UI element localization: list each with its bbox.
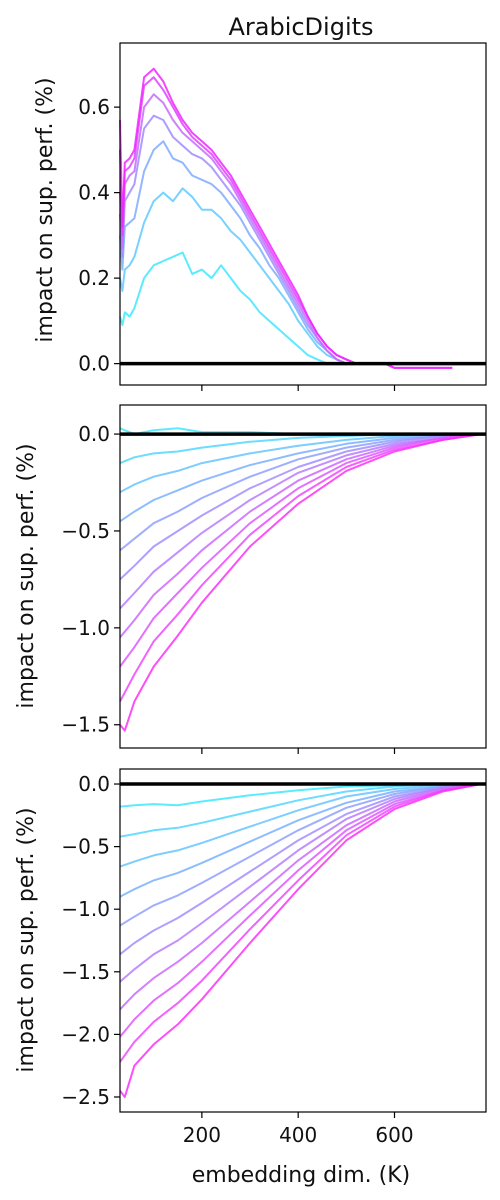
series-line-6 xyxy=(119,67,453,369)
y-tick-label: −0.5 xyxy=(61,835,110,859)
y-tick-label: 0.4 xyxy=(78,181,110,205)
panel-top: 0.0 0.2 0.4 0.6 impact on sup. perf. (%) xyxy=(33,42,487,391)
series-line-10 xyxy=(119,433,482,732)
series-line-10 xyxy=(119,783,482,1098)
series-line-5 xyxy=(119,76,453,369)
y-tick-label: 0.0 xyxy=(78,772,110,796)
y-axis-label: impact on sup. perf. (%) xyxy=(14,443,39,708)
y-tick-label: −2.0 xyxy=(61,1022,110,1046)
series-line-2 xyxy=(119,783,482,868)
series-line-7 xyxy=(119,433,482,639)
series-line-3 xyxy=(119,433,482,523)
series-line-9 xyxy=(119,783,482,1063)
series-line-8 xyxy=(119,433,482,668)
y-tick-label: −2.5 xyxy=(61,1085,110,1109)
y-tick-label: −1.0 xyxy=(61,897,110,921)
series-line-6 xyxy=(119,783,482,983)
y-tick-label: −1.5 xyxy=(61,960,110,984)
plot-frame xyxy=(119,768,487,1113)
y-axis-label: impact on sup. perf. (%) xyxy=(14,807,39,1072)
series-line-4 xyxy=(119,433,482,552)
series-line-7 xyxy=(119,783,482,1011)
series-line-0 xyxy=(119,251,385,365)
plot-frame xyxy=(119,42,487,386)
series-line-5 xyxy=(119,783,482,956)
x-tick-label: 400 xyxy=(279,1123,317,1147)
x-axis-label: embedding dim. (K) xyxy=(192,1163,411,1188)
y-tick-label: −0.5 xyxy=(61,519,110,543)
series-line-9 xyxy=(119,433,482,702)
panel-middle: 0.0 −0.5 −1.0 −1.5 impact on sup. perf. (%) xyxy=(14,404,487,754)
series-line-2 xyxy=(119,140,385,365)
y-tick-label: −1.0 xyxy=(61,616,110,640)
chart-title: ArabicDigits xyxy=(228,13,373,41)
series-line-4 xyxy=(119,783,482,927)
plot-frame xyxy=(119,404,487,749)
x-tick-label: 200 xyxy=(183,1123,221,1147)
series-line-4 xyxy=(119,93,385,365)
panel-bottom: 0.0 −0.5 −1.0 −1.5 −2.0 −2.5 200 400 600 impact o… xyxy=(14,768,487,1147)
series-line-5 xyxy=(119,433,482,581)
series-line-8 xyxy=(119,783,482,1038)
series-line-6 xyxy=(119,433,482,610)
y-tick-label: 0.0 xyxy=(78,422,110,446)
series-line-3 xyxy=(119,783,482,898)
y-axis-label: impact on sup. perf. (%) xyxy=(33,77,58,342)
y-tick-label: −1.5 xyxy=(61,713,110,737)
y-tick-label: 0.6 xyxy=(78,95,110,119)
y-tick-label: 0.2 xyxy=(78,266,110,290)
y-tick-label: 0.0 xyxy=(78,352,110,376)
x-tick-label: 600 xyxy=(375,1123,413,1147)
